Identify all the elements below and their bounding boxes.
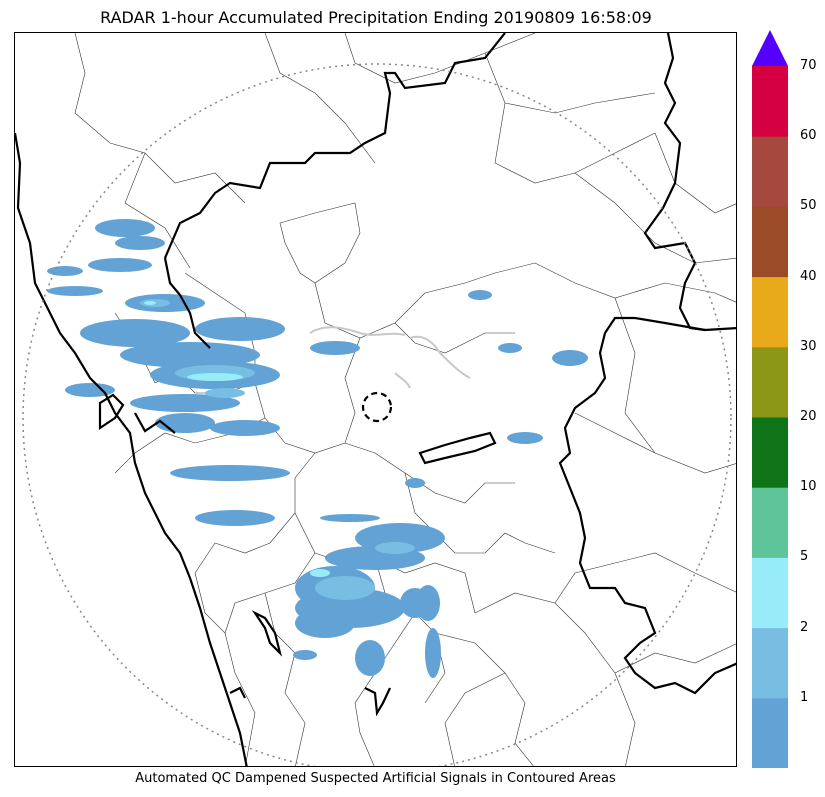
precipitation-heavy	[144, 301, 330, 577]
colorbar-tick-label: 2	[800, 619, 809, 635]
colorbar-tick-label: 1	[800, 689, 809, 705]
colorbar	[752, 30, 788, 769]
colorbar-tick-label: 5	[800, 549, 809, 565]
colorbar-band	[752, 627, 788, 699]
radar-map-canvas	[15, 33, 736, 766]
map-caption: Automated QC Dampened Suspected Artifici…	[135, 771, 616, 786]
radar-map	[14, 32, 737, 767]
precipitation-light	[47, 219, 588, 678]
map-title: RADAR 1-hour Accumulated Precipitation E…	[100, 8, 652, 27]
colorbar-tick-label: 60	[800, 128, 817, 144]
colorbar-tick-label: 30	[800, 338, 817, 354]
colorbar-tick-label: 20	[800, 409, 817, 424]
colorbar-band	[752, 136, 788, 207]
colorbar-band	[752, 557, 788, 629]
colorbar-tick-label: 70	[800, 58, 817, 73]
colorbar-svg	[752, 30, 788, 769]
colorbar-band	[752, 697, 788, 769]
colorbar-band	[752, 206, 788, 278]
colorbar-band	[752, 417, 788, 488]
radar-site-marker	[361, 391, 393, 423]
district-boundaries	[74, 33, 736, 766]
colorbar-tick-label: 50	[800, 198, 817, 214]
colorbar-tick-label: 40	[800, 268, 817, 284]
colorbar-extend-arrow	[752, 30, 788, 66]
range-ring	[22, 63, 732, 766]
colorbar-band	[752, 66, 788, 137]
colorbar-band	[752, 346, 788, 418]
colorbar-band	[752, 276, 788, 348]
colorbar-band	[752, 487, 788, 558]
colorbar-tick-label: 10	[800, 479, 817, 495]
state-borders	[15, 33, 736, 766]
qc-contours	[309, 326, 471, 389]
